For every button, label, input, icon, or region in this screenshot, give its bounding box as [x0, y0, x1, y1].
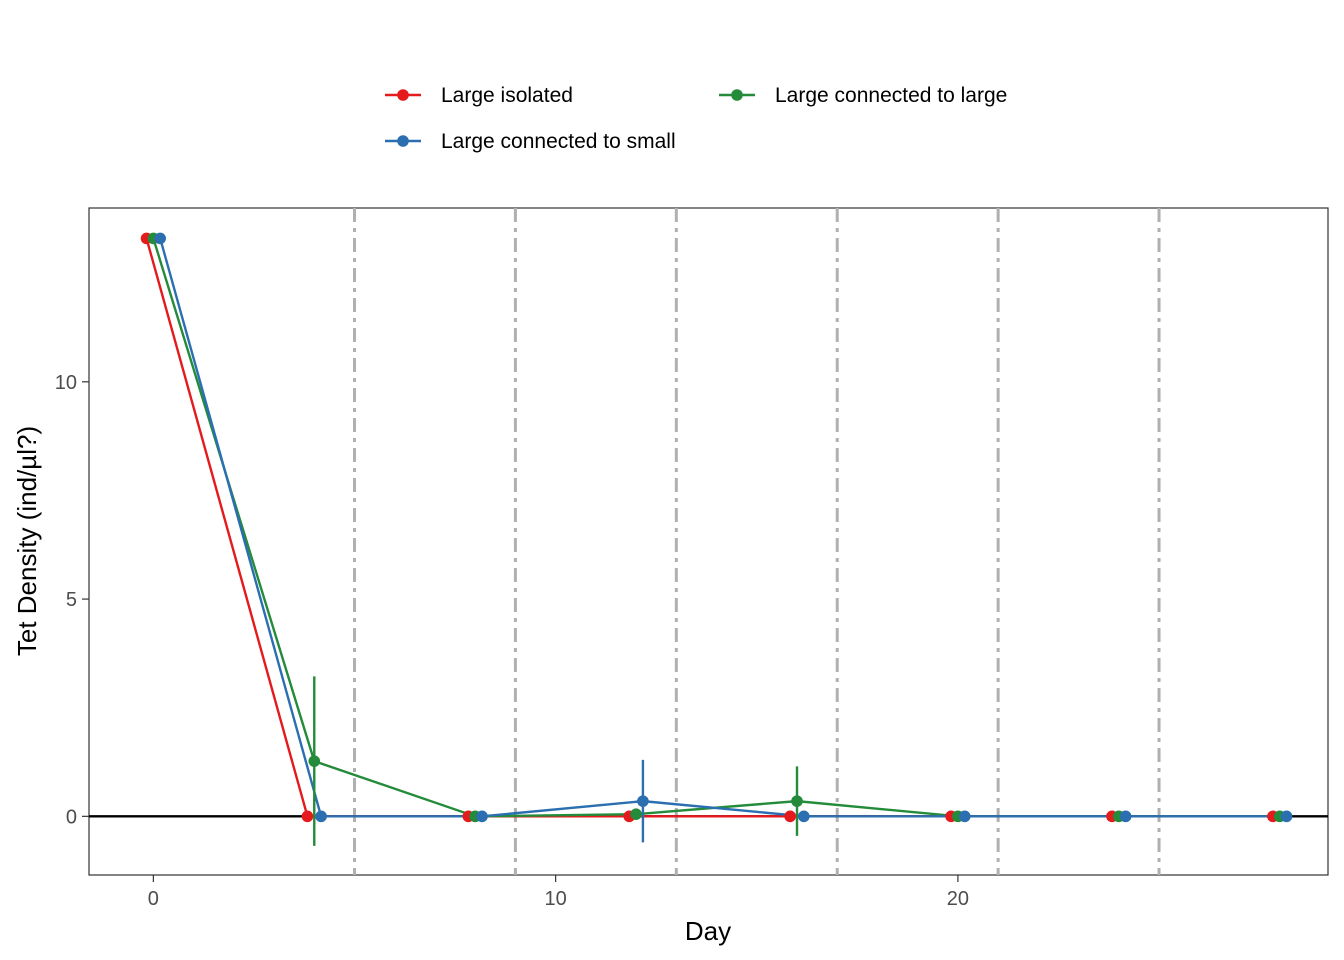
point-large-connected-to-large-day-12 [630, 808, 642, 820]
legend-label: Large connected to large [775, 84, 1007, 107]
legend-item-large-isolated: Large isolated [385, 84, 573, 107]
point-large-connected-to-small-day-4 [315, 810, 327, 823]
data-points [140, 232, 1293, 823]
point-large-isolated-day-16 [784, 810, 796, 823]
legend-key-point [731, 89, 743, 101]
x-tick-label: 20 [947, 888, 969, 910]
vertical-reference-lines [353, 208, 1161, 875]
legend-item-large-connected-to-small: Large connected to small [385, 130, 676, 153]
legend-item-large-connected-to-large: Large connected to large [719, 84, 1007, 107]
point-large-connected-to-small-day-0 [154, 232, 167, 245]
point-large-connected-to-small-day-28 [1280, 810, 1293, 823]
y-axis: 0 5 10 [55, 372, 89, 828]
y-tick-label: 10 [55, 372, 77, 394]
point-large-isolated-day-4 [301, 810, 314, 823]
y-tick-label: 0 [66, 806, 77, 828]
series-line-large-connected-to-small [159, 238, 1287, 818]
legend-label: Large isolated [441, 84, 573, 107]
legend-key-point [397, 135, 409, 147]
point-large-connected-to-small-day-20 [958, 810, 971, 823]
x-axis: 0 10 20 [148, 875, 969, 910]
legend-key-point [397, 89, 409, 101]
point-large-connected-to-small-day-12 [637, 795, 649, 807]
x-axis-title: Day [685, 916, 731, 946]
point-large-connected-to-large-day-16 [791, 795, 803, 807]
series-lines [145, 238, 1287, 818]
y-axis-title: Tet Density (ind/µl?) [12, 426, 42, 656]
legend: Large isolated Large connected to large La… [385, 84, 1007, 153]
plot-panel [88, 207, 1329, 876]
point-large-connected-to-small-day-16 [798, 810, 810, 823]
x-tick-label: 10 [545, 888, 567, 910]
x-tick-label: 0 [148, 888, 159, 910]
point-large-connected-to-large-day-4 [308, 755, 321, 767]
y-tick-label: 5 [66, 589, 77, 611]
point-large-connected-to-small-day-8 [476, 810, 488, 823]
point-large-connected-to-small-day-24 [1119, 810, 1132, 823]
legend-label: Large connected to small [441, 130, 676, 153]
